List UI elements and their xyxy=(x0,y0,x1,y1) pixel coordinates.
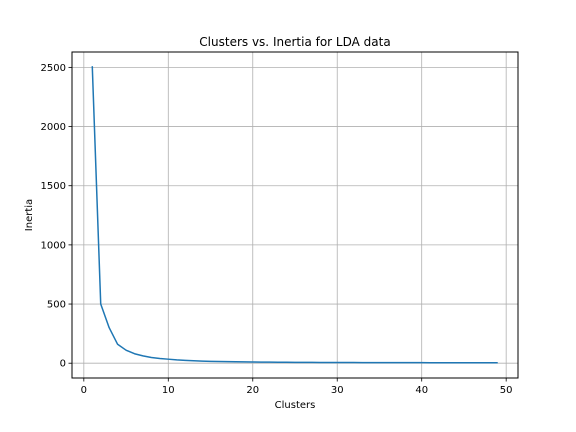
grid xyxy=(72,52,518,378)
inertia-line xyxy=(91,66,498,364)
y-axis: 0 500 1000 1500 2000 2500 xyxy=(41,63,72,370)
x-tick-label: 40 xyxy=(415,385,428,396)
y-axis-label: Inertia xyxy=(24,199,35,231)
y-tick-label: 0 xyxy=(60,359,66,370)
x-tick-label: 30 xyxy=(331,385,344,396)
x-tick-label: 50 xyxy=(500,385,513,396)
x-tick-label: 20 xyxy=(246,385,259,396)
x-tick-label: 0 xyxy=(81,385,87,396)
axes-frame xyxy=(71,51,519,379)
x-tick-label: 10 xyxy=(162,385,175,396)
y-tick-label: 1000 xyxy=(41,240,66,251)
y-tick-label: 2500 xyxy=(41,63,66,74)
y-tick-label: 1500 xyxy=(41,181,66,192)
y-tick-label: 2000 xyxy=(41,122,66,133)
chart-title: Clusters vs. Inertia for LDA data xyxy=(199,35,390,49)
x-axis-label: Clusters xyxy=(275,400,316,411)
x-axis: 0 10 20 30 40 50 xyxy=(81,378,513,396)
plot-area xyxy=(91,66,498,364)
y-tick-label: 500 xyxy=(47,300,66,311)
